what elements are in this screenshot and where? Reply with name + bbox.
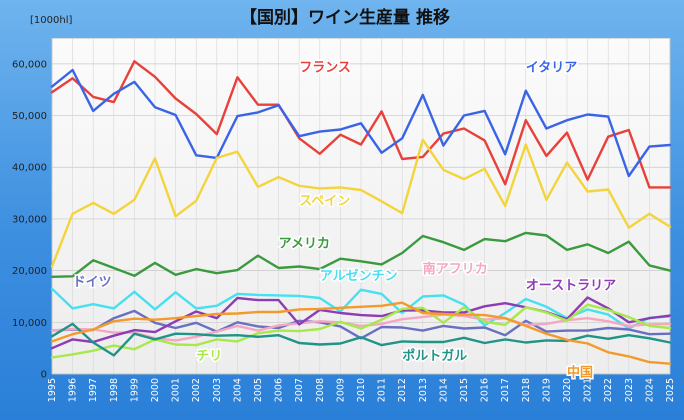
x-tick-label: 2008 bbox=[315, 378, 326, 402]
y-tick-label: 0 bbox=[41, 370, 47, 381]
x-tick-label: 2013 bbox=[418, 378, 429, 402]
series-line-7 bbox=[50, 296, 672, 350]
x-axis-ticks: 1995 1996 1997 1998 1999 2000 2001 2002 2003 2004… bbox=[47, 378, 676, 402]
y-tick-label: 10,000 bbox=[12, 318, 47, 329]
y-axis-unit: [1000hl] bbox=[30, 15, 72, 26]
chart-title: 【国別】ワイン生産量 推移 bbox=[240, 7, 450, 28]
series-label: チリ bbox=[196, 349, 222, 364]
x-tick-label: 1998 bbox=[109, 378, 120, 402]
x-tick-label: 2004 bbox=[232, 378, 243, 402]
x-tick-label: 2024 bbox=[644, 378, 655, 402]
x-tick-label: 2020 bbox=[562, 378, 573, 402]
x-tick-label: 1997 bbox=[88, 378, 99, 402]
x-tick-label: 2010 bbox=[356, 378, 367, 402]
y-tick-label: 60,000 bbox=[12, 59, 47, 70]
series-label: フランス bbox=[299, 61, 351, 76]
series-line-0 bbox=[50, 60, 672, 189]
series-line-10 bbox=[50, 301, 672, 365]
series-label: オーストラリア bbox=[526, 279, 616, 294]
grid-lines bbox=[51, 38, 671, 375]
x-tick-label: 2018 bbox=[521, 378, 532, 402]
series-label: アルゼンチン bbox=[320, 268, 398, 284]
x-tick-label: 2000 bbox=[150, 378, 161, 402]
series-label: イタリア bbox=[526, 61, 577, 76]
x-tick-label: 2003 bbox=[212, 378, 223, 402]
series-label: アメリカ bbox=[279, 236, 330, 251]
x-tick-label: 2014 bbox=[438, 378, 449, 402]
series-label: 中国 bbox=[567, 365, 593, 381]
series-label: スペイン bbox=[299, 194, 350, 209]
x-tick-label: 2005 bbox=[253, 378, 264, 402]
x-tick-label: 2015 bbox=[459, 378, 470, 402]
series-line-3 bbox=[50, 231, 672, 278]
x-tick-label: 2016 bbox=[480, 378, 491, 402]
series-label: ポルトガル bbox=[402, 348, 467, 364]
x-tick-label: 2001 bbox=[171, 378, 182, 402]
x-tick-label: 2019 bbox=[541, 378, 552, 402]
series-label: 南アフリカ bbox=[423, 261, 488, 277]
y-tick-label: 50,000 bbox=[12, 111, 47, 122]
x-tick-label: 2011 bbox=[377, 378, 388, 402]
x-tick-label: 2021 bbox=[583, 378, 594, 402]
series-line-1 bbox=[50, 68, 672, 178]
series-line-2 bbox=[50, 138, 672, 268]
y-tick-label: 20,000 bbox=[12, 266, 47, 277]
x-tick-label: 2009 bbox=[335, 378, 346, 402]
series-lines bbox=[50, 60, 672, 365]
x-tick-label: 2022 bbox=[603, 378, 614, 402]
x-tick-label: 1996 bbox=[68, 378, 79, 402]
x-tick-label: 2025 bbox=[665, 378, 676, 402]
x-tick-label: 2007 bbox=[294, 378, 305, 402]
x-tick-label: 1999 bbox=[129, 378, 140, 402]
x-tick-label: 2023 bbox=[624, 378, 635, 402]
x-tick-label: 2012 bbox=[397, 378, 408, 402]
x-tick-label: 2006 bbox=[274, 378, 285, 402]
y-tick-label: 40,000 bbox=[12, 163, 47, 174]
y-tick-label: 30,000 bbox=[12, 214, 47, 225]
x-tick-label: 1995 bbox=[47, 378, 58, 402]
y-axis-ticks: 0 10,000 20,000 30,000 40,000 50,000 60,000 bbox=[12, 59, 47, 380]
x-tick-label: 2002 bbox=[191, 378, 202, 402]
series-label: ドイツ bbox=[73, 275, 112, 290]
x-tick-label: 2017 bbox=[500, 378, 511, 402]
